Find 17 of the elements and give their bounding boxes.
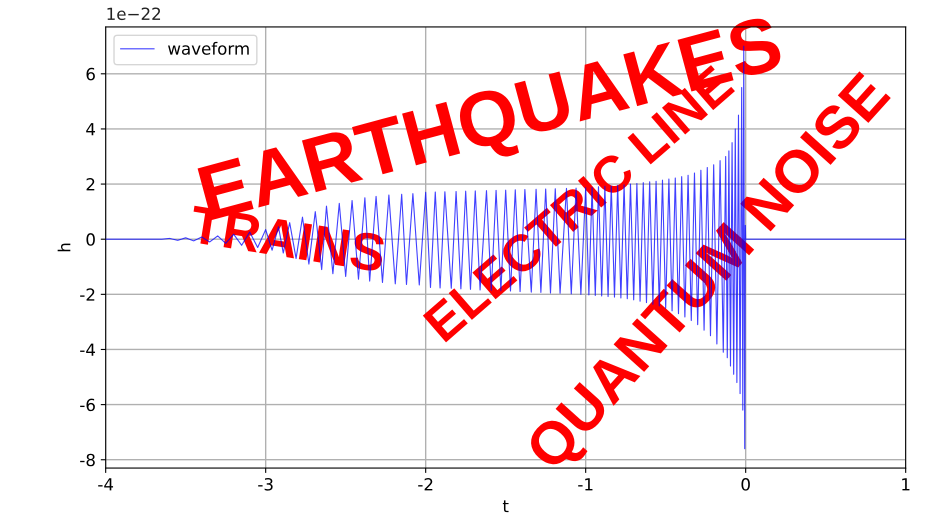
x-tick-label: 1 — [902, 478, 910, 490]
y-tick-label: 4 — [86, 123, 96, 136]
x-tick-label: 0 — [741, 478, 750, 491]
x-tick-label: -3 — [258, 478, 273, 491]
y-tick-label: -8 — [80, 454, 95, 466]
x-axis-title: t — [502, 500, 509, 512]
y-axis-title: h — [58, 244, 70, 252]
x-tick-label: -4 — [98, 478, 114, 490]
y-tick-label: -2 — [80, 288, 94, 301]
y-tick-label: 0 — [86, 233, 95, 246]
y-tick-label: -4 — [80, 344, 96, 356]
text: 1e−22 — [108, 7, 160, 20]
y-tick-label: 6 — [86, 68, 95, 80]
y-tick-label: 2 — [86, 178, 94, 190]
x-tick-label: -1 — [578, 478, 592, 490]
y-tick-label: -6 — [80, 398, 95, 412]
x-tick-label: -2 — [418, 478, 432, 490]
